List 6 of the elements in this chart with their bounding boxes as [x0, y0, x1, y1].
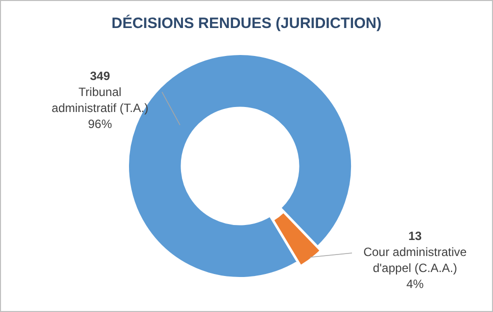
chart-title: DÉCISIONS RENDUES (JURIDICTION) [111, 14, 382, 32]
slice-label: Cour administrative d'appel (C.A.A.) [363, 245, 468, 275]
text: 96% [88, 117, 112, 131]
data-label: 349 [90, 69, 110, 83]
data-label: 13 [408, 229, 422, 243]
text: 4% [406, 277, 424, 291]
